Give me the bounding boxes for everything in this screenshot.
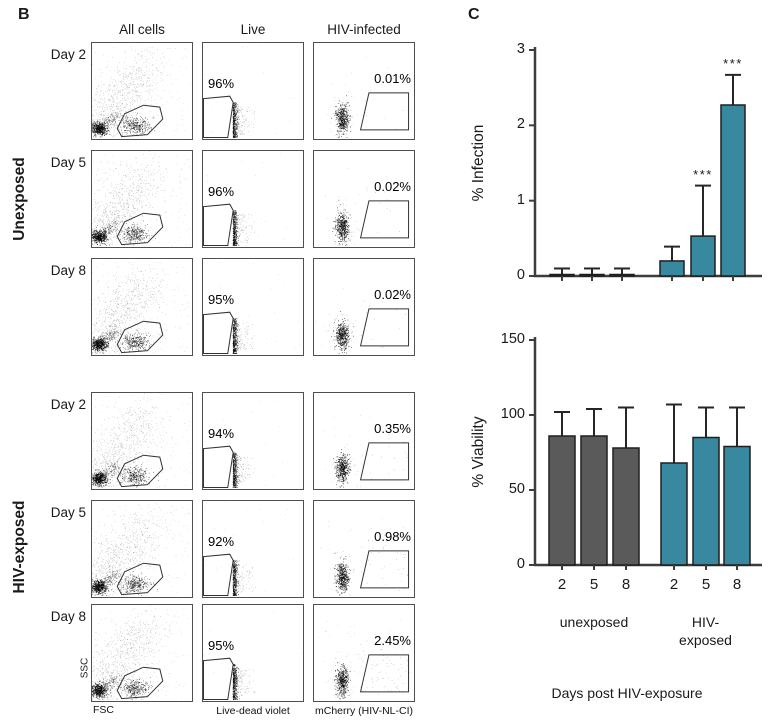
x-group-label-hiv-exposed: HIV- exposed <box>679 614 732 648</box>
y-tick-label: 2 <box>516 116 525 133</box>
scatter-plot-all-cells <box>91 392 193 490</box>
scatter-dots-canvas <box>314 151 413 246</box>
infected-gate-percentage: 0.35% <box>374 421 411 436</box>
live-gate-percentage: 95% <box>208 638 235 653</box>
live-gate-percentage: 92% <box>208 534 235 549</box>
scatter-plot-live: 95% <box>202 604 304 702</box>
panel-c-label: C <box>468 6 480 23</box>
scatter-dots-canvas <box>92 151 191 246</box>
scatter-plot-all-cells <box>91 604 193 702</box>
scatter-dots-canvas <box>92 501 191 596</box>
x-axis-title: Days post HIV-exposure <box>551 685 703 701</box>
scatter-dots-canvas <box>203 393 302 488</box>
y-tick-label: 0 <box>516 556 525 572</box>
scatter-dots-canvas <box>203 151 302 246</box>
scatter-plot-hiv-infected: 0.01% <box>313 42 415 140</box>
mcherry-axis-label: mCherry (HIV-NL-CI) <box>314 705 414 717</box>
scatter-dots-canvas <box>203 259 302 354</box>
bar-2 <box>548 435 576 566</box>
scatter-dots-canvas <box>314 501 413 596</box>
y-tick-label: 3 <box>516 41 525 57</box>
group-label-hiv-exposed: HIV-exposed <box>11 500 28 594</box>
bar-5 <box>580 435 608 566</box>
scatter-dots-canvas <box>314 393 413 488</box>
row-label-day: Day 8 <box>50 609 86 624</box>
scatter-plot-all-cells <box>91 500 193 598</box>
infected-gate-percentage: 0.02% <box>374 179 411 194</box>
x-tick-label: 8 <box>732 576 742 593</box>
scatter-dots-canvas <box>92 605 191 700</box>
bar-8 <box>723 445 751 566</box>
scatter-plot-live: 96% <box>202 150 304 248</box>
y-tick-label: 1 <box>516 191 525 208</box>
column-header-live: Live <box>240 22 266 37</box>
group-label-unexposed: Unexposed <box>11 157 28 241</box>
x-tick-label: 5 <box>701 576 711 593</box>
scatter-plot-hiv-infected: 2.45% <box>313 604 415 702</box>
scatter-dots-canvas <box>92 43 191 138</box>
significance-stars: *** <box>723 55 743 71</box>
scatter-plot-hiv-infected: 0.98% <box>313 500 415 598</box>
live-dead-violet-axis-label: Live-dead violet <box>216 705 290 717</box>
scatter-dots-canvas <box>314 605 413 700</box>
bar-5 <box>690 235 716 277</box>
bar-8 <box>609 273 635 277</box>
scatter-plot-all-cells <box>91 150 193 248</box>
scatter-plot-hiv-infected: 0.02% <box>313 150 415 248</box>
panel-b-label: B <box>18 6 30 23</box>
y-axis-title: % Infection <box>470 124 487 202</box>
scatter-dots-canvas <box>314 43 413 138</box>
ssc-axis-label: SSC <box>79 657 91 679</box>
bar-8 <box>612 447 640 566</box>
infected-gate-percentage: 2.45% <box>374 633 411 648</box>
y-axis-title: % Viability <box>470 416 487 488</box>
column-header-hiv-infected: HIV-infected <box>327 22 401 37</box>
bar-2 <box>659 260 685 277</box>
scatter-plot-live: 96% <box>202 42 304 140</box>
live-gate-percentage: 94% <box>208 426 235 441</box>
infected-gate-percentage: 0.02% <box>374 287 411 302</box>
scatter-plot-live: 92% <box>202 500 304 598</box>
row-label-day: Day 5 <box>50 155 86 170</box>
scatter-dots-canvas <box>314 259 413 354</box>
x-tick-label: 5 <box>589 576 599 593</box>
bar-2 <box>549 273 575 277</box>
scatter-plot-live: 94% <box>202 392 304 490</box>
bar-5 <box>579 273 605 277</box>
scatter-dots-canvas <box>203 501 302 596</box>
fsc-axis-label: FSC <box>93 704 114 716</box>
x-tick-label: 2 <box>669 576 679 593</box>
live-gate-percentage: 96% <box>208 184 235 199</box>
x-group-label-unexposed: unexposed <box>559 614 629 630</box>
y-tick-label: 0 <box>516 267 525 283</box>
x-tick-label: 8 <box>621 576 631 593</box>
scatter-plot-all-cells <box>91 42 193 140</box>
scatter-plot-live: 95% <box>202 258 304 356</box>
row-label-day: Day 2 <box>50 397 86 412</box>
y-tick-label: 100 <box>500 406 525 422</box>
scatter-dots-canvas <box>92 393 191 488</box>
scatter-dots-canvas <box>92 259 191 354</box>
scatter-dots-canvas <box>203 605 302 700</box>
scatter-plot-all-cells <box>91 258 193 356</box>
bar-8 <box>720 104 746 277</box>
live-gate-percentage: 96% <box>208 76 235 91</box>
bar-5 <box>692 436 720 566</box>
significance-stars: *** <box>693 166 713 182</box>
bar-2 <box>660 462 688 566</box>
live-gate-percentage: 95% <box>208 292 235 307</box>
y-tick-label: 150 <box>500 331 525 347</box>
infected-gate-percentage: 0.98% <box>374 529 411 544</box>
row-label-day: Day 8 <box>50 263 86 278</box>
column-header-all-cells: All cells <box>119 22 165 37</box>
row-label-day: Day 2 <box>50 47 86 62</box>
scatter-dots-canvas <box>203 43 302 138</box>
scatter-plot-hiv-infected: 0.02% <box>313 258 415 356</box>
x-tick-label: 2 <box>557 576 567 593</box>
scatter-plot-hiv-infected: 0.35% <box>313 392 415 490</box>
row-label-day: Day 5 <box>50 505 86 520</box>
infected-gate-percentage: 0.01% <box>374 71 411 86</box>
y-tick-label: 50 <box>508 481 525 497</box>
